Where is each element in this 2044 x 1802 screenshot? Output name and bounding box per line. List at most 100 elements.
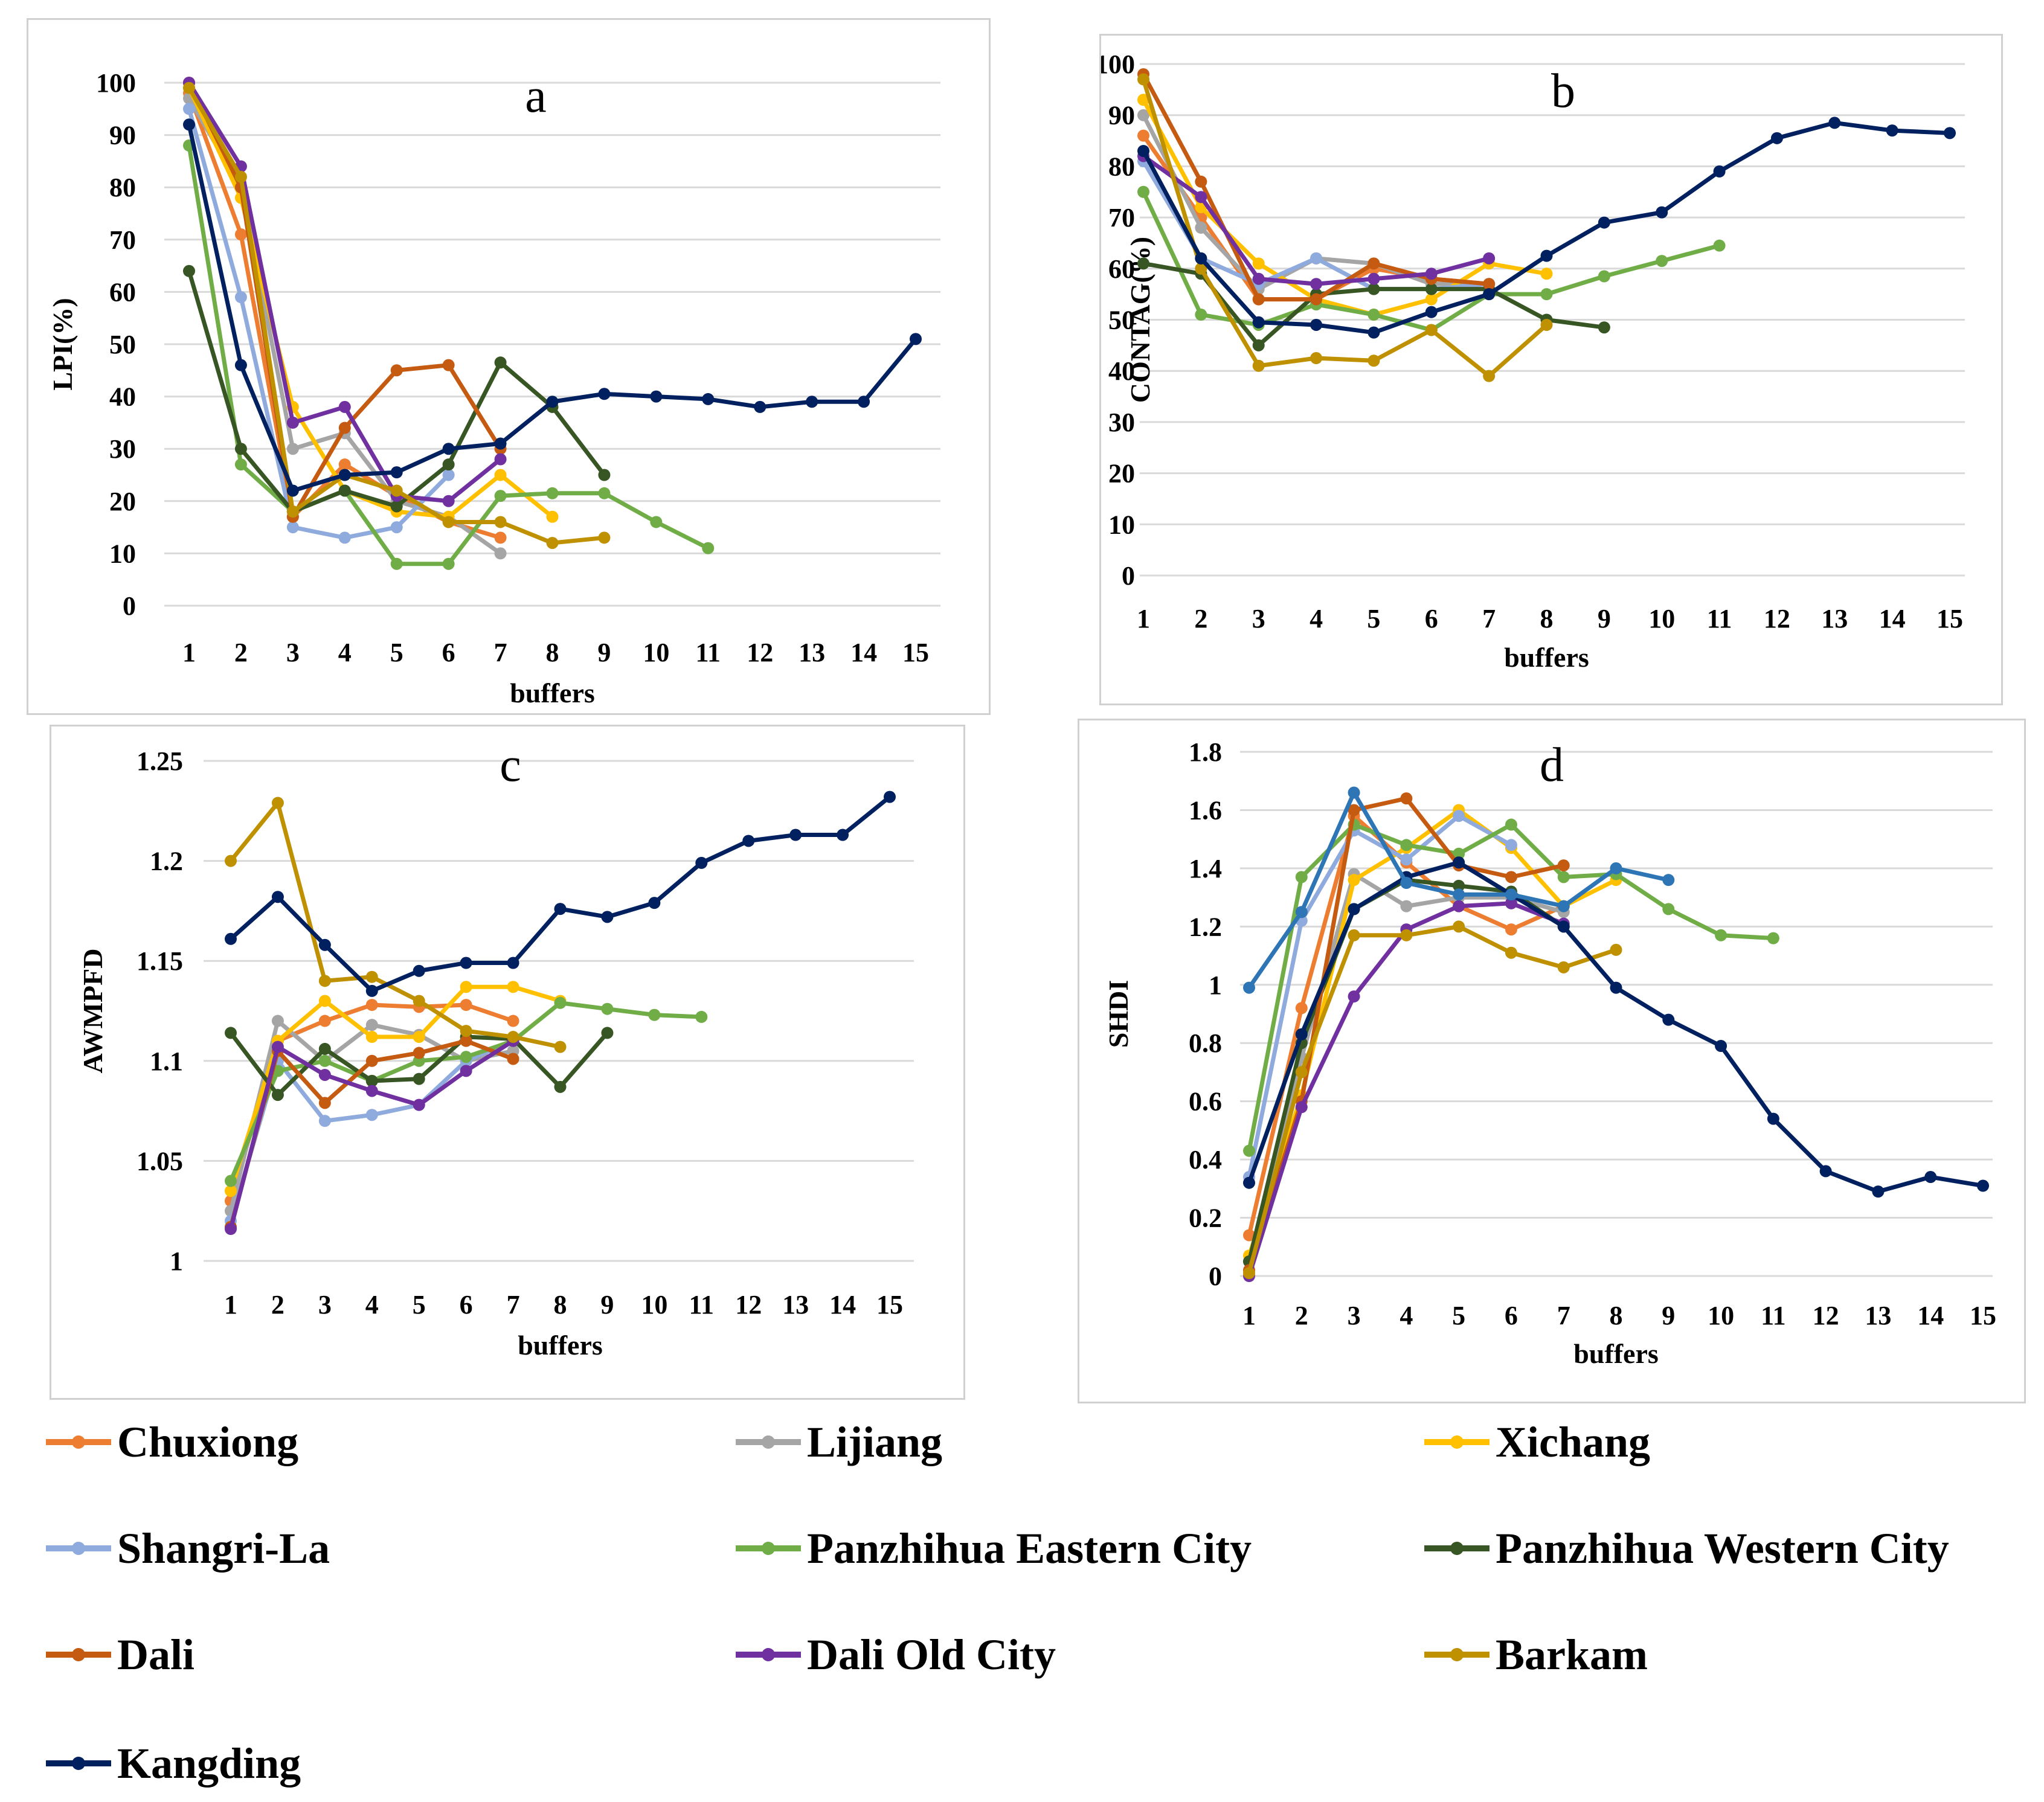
x-tick-label: 14	[1879, 604, 1906, 633]
data-point	[390, 500, 403, 513]
data-point	[494, 490, 507, 502]
data-point	[1557, 859, 1570, 872]
data-point	[1540, 318, 1553, 331]
data-point	[1656, 255, 1668, 268]
data-point	[1195, 175, 1207, 188]
data-point	[1243, 1267, 1255, 1280]
data-point	[1662, 903, 1675, 915]
data-point	[554, 903, 567, 915]
data-point	[460, 981, 472, 993]
data-point	[507, 981, 519, 993]
data-point	[1425, 268, 1438, 280]
y-tick-label: 30	[109, 434, 136, 464]
data-point	[1195, 222, 1207, 234]
data-point	[1453, 847, 1465, 860]
data-point	[648, 1008, 661, 1021]
data-point	[1483, 252, 1496, 265]
x-tick-label: 4	[365, 1290, 379, 1319]
data-point	[1483, 370, 1496, 382]
y-tick-label: 60	[109, 277, 136, 307]
x-tick-label: 9	[1662, 1301, 1675, 1330]
x-tick-label: 3	[286, 638, 300, 667]
x-tick-label: 1	[224, 1290, 237, 1319]
data-point	[1137, 257, 1149, 270]
x-tick-label: 9	[597, 638, 611, 667]
data-point	[650, 516, 663, 528]
data-point	[1828, 117, 1841, 129]
data-point	[225, 1185, 237, 1198]
x-tick-label: 10	[1648, 604, 1675, 633]
data-point	[1243, 1229, 1255, 1242]
legend-label: Xichang	[1496, 1418, 1651, 1466]
x-tick-label: 13	[782, 1290, 809, 1319]
x-tick-label: 6	[1425, 604, 1438, 633]
x-tick-label: 10	[1708, 1301, 1734, 1330]
y-tick-label: 40	[109, 382, 136, 412]
data-point	[1310, 293, 1323, 306]
panel-c: 1 1.05 1.1 1.15 1.2 1.25 1 2 3 4 5 6 7 8 9 10 11 12 13 14 15…	[50, 725, 965, 1400]
data-point	[1767, 932, 1779, 944]
y-tick-label: 90	[109, 121, 136, 150]
series-kangding	[1137, 117, 1956, 339]
series-barkam	[225, 797, 567, 1053]
y-axis-label: AWMPFD	[77, 949, 108, 1074]
data-point	[601, 1027, 614, 1039]
data-point	[754, 400, 766, 413]
data-point	[318, 1097, 331, 1109]
x-tick-label: 12	[735, 1290, 762, 1319]
data-point	[234, 458, 247, 471]
data-point	[1310, 318, 1323, 331]
data-point	[1295, 1028, 1308, 1040]
legend-item-panzhihua-western: Panzhihua Western City	[1421, 1527, 1949, 1570]
data-point	[413, 1047, 425, 1059]
y-tick-label: 80	[1108, 152, 1135, 181]
data-point	[507, 1053, 519, 1065]
series-line	[187, 106, 451, 540]
series-line	[1141, 77, 1549, 379]
data-point	[1400, 877, 1413, 889]
data-point	[837, 829, 849, 841]
data-point	[1310, 352, 1323, 365]
data-point	[318, 1115, 331, 1127]
data-point	[742, 835, 755, 847]
y-tick-label: 0	[1209, 1262, 1222, 1291]
data-point	[1195, 262, 1207, 275]
x-axis-label: buffers	[1504, 642, 1589, 673]
x-tick-label: 2	[1194, 604, 1207, 633]
legend-label: Barkam	[1496, 1630, 1648, 1679]
data-point	[234, 170, 247, 183]
panel-b: 0 10 20 30 40 50 60 70 80 90 100 1 2 3 4 5 6 7 8 9 10 11 12 13 1…	[1099, 34, 2003, 705]
panel-title: b	[1551, 65, 1575, 118]
series-shangri-la	[1137, 155, 1496, 295]
x-tick-label: 6	[442, 638, 455, 667]
x-tick-label: 5	[390, 638, 403, 667]
data-point	[554, 1080, 567, 1093]
data-point	[601, 1002, 614, 1015]
data-point	[1819, 1165, 1832, 1178]
data-point	[1137, 185, 1149, 198]
y-tick-label: 1.25	[137, 746, 183, 776]
data-point	[1195, 309, 1207, 321]
data-point	[507, 957, 519, 969]
y-tick-label: 1.2	[1189, 912, 1222, 941]
data-point	[318, 1015, 331, 1027]
y-tick-label: 30	[1108, 408, 1135, 437]
data-point	[789, 829, 802, 841]
data-point	[1243, 1176, 1255, 1189]
data-point	[1137, 129, 1149, 142]
data-point	[806, 396, 818, 408]
x-tick-label: 9	[1598, 604, 1611, 633]
x-tick-label: 15	[1970, 1301, 1996, 1330]
series-kangding	[183, 118, 922, 497]
data-point	[546, 487, 559, 499]
data-point	[390, 466, 403, 479]
data-point	[271, 1040, 284, 1053]
series-barkam	[1243, 920, 1622, 1280]
data-point	[1367, 309, 1380, 321]
data-point	[1295, 871, 1308, 883]
data-point	[494, 531, 507, 544]
data-point	[413, 1031, 425, 1044]
series-xichang	[225, 981, 567, 1198]
data-point	[1367, 272, 1380, 285]
data-point	[1453, 856, 1465, 869]
